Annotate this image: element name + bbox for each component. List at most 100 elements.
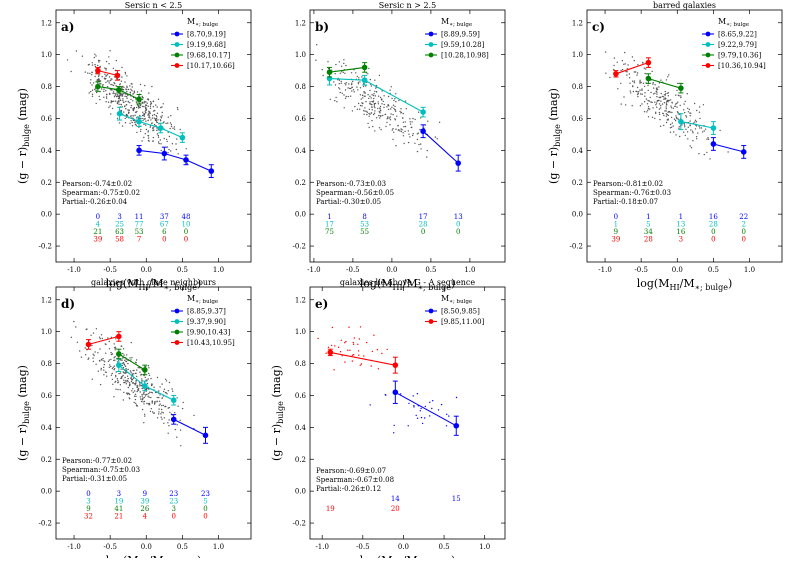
scatter-dot: [120, 377, 122, 380]
scatter-dot: [110, 100, 113, 102]
scatter-dot: [656, 93, 658, 95]
count-label: 0: [171, 513, 175, 521]
scatter-dot: [95, 55, 97, 57]
axes-frame: [586, 9, 783, 263]
scatter-dot: [125, 383, 128, 385]
y-tick-label: 0.0: [41, 488, 52, 496]
scatter-dot: [153, 129, 155, 131]
data-point: [202, 432, 209, 439]
scatter-dot: [683, 109, 685, 111]
scatter-dot: [111, 378, 114, 381]
count-label: 4: [143, 513, 148, 521]
scatter-dot: [130, 359, 132, 361]
scatter-dot: [674, 105, 676, 108]
scatter-dot: [160, 116, 162, 118]
scatter-dot: [347, 87, 349, 89]
scatter-dot: [88, 92, 90, 94]
scatter-dot: [411, 126, 413, 128]
scatter-dot: [109, 50, 111, 52]
scatter-dot: [688, 108, 690, 111]
scatter-dot: [667, 95, 669, 97]
data-point: [420, 109, 426, 115]
scatter-dot: [698, 153, 700, 155]
scatter-dot: [145, 388, 147, 391]
scatter-dot: [112, 92, 114, 95]
scatter-dot: [691, 130, 694, 132]
scatter-dot: [134, 121, 136, 124]
scatter-dot: [129, 383, 131, 385]
stats-text: Partial:-0.30±0.05: [316, 198, 381, 206]
scatter-dot: [163, 422, 165, 424]
scatter-dot: [407, 425, 409, 427]
scatter-dot: [134, 398, 137, 401]
data-point: [161, 150, 168, 157]
scatter-dot: [132, 370, 134, 372]
scatter-dot: [687, 107, 689, 110]
scatter-dot: [390, 108, 392, 110]
scatter-dot: [670, 107, 673, 109]
x-tick-label: -0.5: [103, 543, 117, 551]
scatter-dot: [106, 74, 109, 76]
scatter-dot: [365, 101, 367, 103]
scatter-dot: [127, 101, 130, 103]
scatter-dot: [654, 92, 656, 95]
scatter-dot: [156, 129, 158, 132]
scatter-dot: [129, 370, 132, 372]
axes-frame: [55, 286, 252, 540]
scatter-dot: [432, 400, 434, 402]
scatter-dot: [80, 356, 83, 358]
scatter-dot: [152, 140, 154, 142]
scatter-dot: [665, 102, 668, 104]
scatter-dot: [665, 110, 667, 112]
y-tick-label: 0.0: [295, 211, 306, 219]
y-tick-label: 1.0: [295, 51, 306, 59]
scatter-dot: [348, 83, 350, 85]
scatter-dot: [630, 92, 632, 94]
scatter-dot: [112, 84, 115, 87]
scatter-dot: [660, 79, 662, 81]
scatter-dot: [165, 380, 168, 382]
scatter-dot: [113, 343, 115, 345]
scatter-dot: [349, 87, 351, 90]
scatter-dot: [671, 102, 673, 104]
data-point: [85, 341, 92, 348]
series-4: [613, 57, 652, 78]
scatter-dot: [628, 73, 630, 75]
scatter-dot: [665, 98, 667, 100]
scatter-dot: [119, 83, 121, 85]
scatter-dot: [409, 118, 411, 120]
x-tick-label: 0.5: [177, 266, 188, 274]
count-label: 1: [327, 213, 331, 221]
scatter-dot: [391, 97, 393, 100]
scatter-dot: [147, 134, 149, 137]
legend-title: M∗; bulge: [441, 17, 472, 28]
scatter-dot: [651, 101, 653, 104]
legend: M∗; bulge [8.50,9.85] [9.85,11.00]: [425, 294, 485, 326]
scatter-dot: [140, 398, 142, 400]
scatter-dot: [676, 89, 678, 92]
scatter-dot: [97, 75, 100, 78]
scatter-dot: [626, 74, 628, 76]
scatter-dot: [624, 63, 626, 65]
scatter-dot: [87, 64, 90, 66]
y-axis-label: (g − r)bulge (mag): [270, 365, 285, 461]
scatter-dot: [377, 103, 380, 105]
scatter-dot: [429, 401, 431, 403]
scatter-dot: [115, 338, 117, 340]
count-label: 58: [115, 236, 124, 244]
scatter-dot: [689, 124, 691, 126]
scatter-dot: [163, 417, 165, 419]
scatter-dot: [115, 388, 117, 390]
scatter-dot: [699, 127, 701, 129]
scatter-dot: [79, 350, 81, 352]
scatter-dot: [371, 350, 373, 353]
scatter-dot: [145, 111, 147, 114]
series-1: [420, 124, 462, 172]
scatter-dot: [125, 379, 127, 382]
scatter-dot: [141, 393, 143, 396]
scatter-dot: [362, 85, 365, 88]
scatter-dot: [345, 84, 347, 86]
scatter-dot: [707, 137, 709, 139]
panel-title: galaxies with close neighbours: [91, 278, 216, 287]
series-line: [395, 391, 457, 427]
